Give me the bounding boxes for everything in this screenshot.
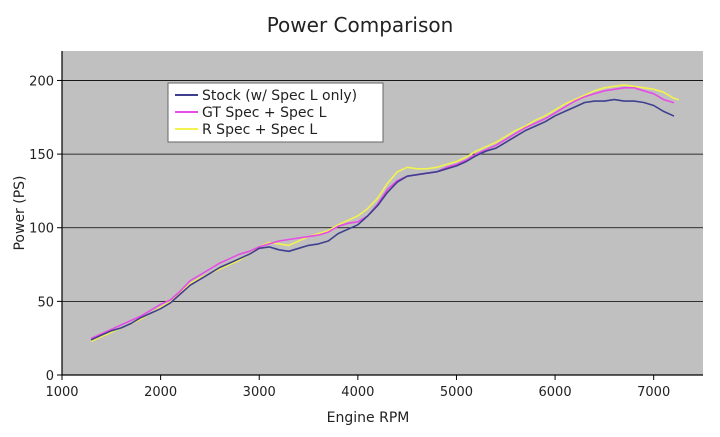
legend-label-1: GT Spec + Spec L	[202, 105, 327, 121]
legend-label-0: Stock (w/ Spec L only)	[202, 88, 357, 104]
y-tick-label: 0	[46, 369, 54, 384]
legend-label-2: R Spec + Spec L	[202, 122, 317, 138]
y-tick-label: 100	[29, 222, 54, 237]
y-tick-label: 50	[37, 295, 54, 310]
x-tick-label: 1000	[45, 385, 78, 400]
y-axis-label: Power (PS)	[12, 175, 28, 250]
y-tick-label: 200	[29, 74, 54, 89]
x-tick-label: 3000	[243, 385, 276, 400]
x-tick-label: 6000	[539, 385, 572, 400]
chart-title: Power Comparison	[267, 13, 454, 37]
x-ticks: 1000 2000 3000 4000 5000 6000 7000	[45, 375, 670, 400]
series-line-2	[90, 84, 680, 342]
series-group	[90, 84, 680, 342]
x-tick-label: 2000	[144, 385, 177, 400]
series-line-0	[90, 98, 675, 341]
x-tick-label: 4000	[341, 385, 374, 400]
legend: Stock (w/ Spec L only)GT Spec + Spec LR …	[167, 82, 384, 143]
y-tick-label: 150	[29, 148, 54, 163]
x-axis-label: Engine RPM	[327, 410, 410, 426]
y-ticks: 0 50 100 150 200	[29, 74, 62, 384]
series-line-1	[90, 87, 675, 340]
legend-box	[167, 82, 384, 143]
x-tick-label: 7000	[637, 385, 670, 400]
legend-items: Stock (w/ Spec L only)GT Spec + Spec LR …	[175, 88, 357, 138]
x-tick-label: 5000	[440, 385, 473, 400]
